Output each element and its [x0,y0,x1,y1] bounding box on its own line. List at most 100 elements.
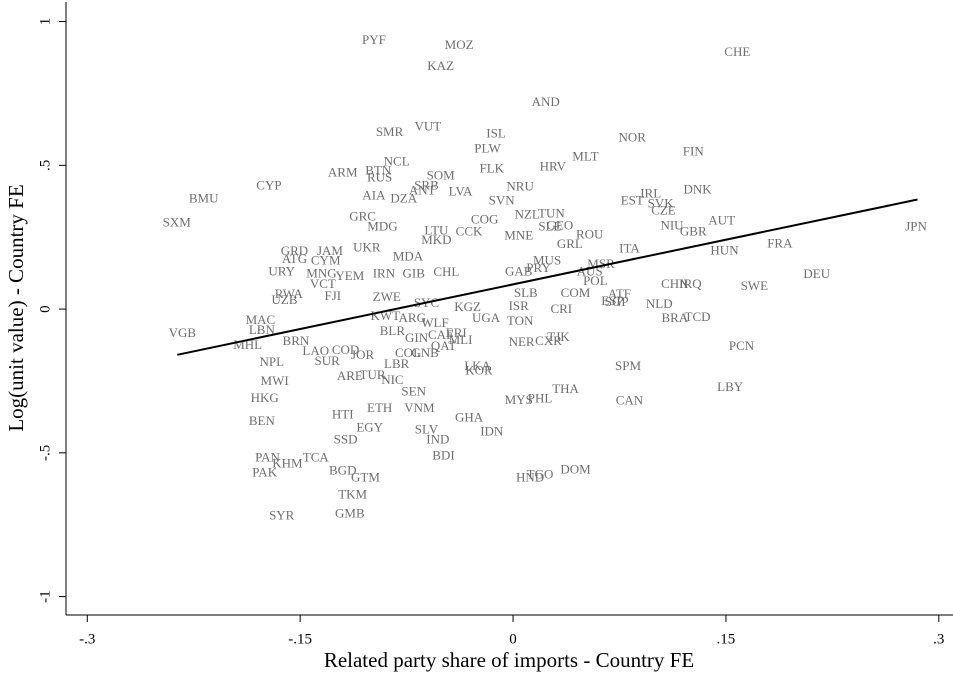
point-label: LVA [449,183,473,198]
point-label: NCL [384,153,410,168]
point-label: URY [268,263,295,278]
point-label: CXR [535,333,562,348]
point-label: NLD [646,296,673,311]
point-label: BEN [249,413,276,428]
point-label: COL [395,345,421,360]
point-label: SYR [269,507,295,522]
point-label: MLI [449,332,473,347]
point-label: THA [552,381,579,396]
point-label: MDA [393,248,424,263]
point-label: CAN [616,393,644,408]
point-label: MAC [246,312,276,327]
point-label: ISL [486,126,506,141]
x-axis-title: Related party share of imports - Country… [324,648,694,672]
point-label: IRN [373,265,396,280]
point-label: CHE [724,44,750,59]
point-label: EGY [356,420,383,435]
point-label: RWA [275,286,304,301]
point-label: KHM [272,456,303,471]
point-label: CHN [661,276,689,291]
point-label: NER [509,334,535,349]
point-label: FJI [324,288,341,303]
point-label: BLR [380,323,406,338]
point-label: COG [471,212,498,227]
point-label: SMR [376,124,404,139]
point-label: ATF [608,286,631,301]
point-label: MDG [367,218,397,233]
point-label: TCD [685,309,711,324]
point-label: PAK [252,465,277,480]
point-label: HUN [710,242,739,257]
point-label: BGD [329,463,356,478]
point-label: PHL [528,391,553,406]
point-label: FLK [479,161,504,176]
point-label: GIB [403,265,426,280]
point-label: LBR [384,356,410,371]
point-label: PCN [729,338,755,353]
point-label: GIN [405,330,429,345]
point-label: ARM [328,165,358,180]
point-label: GBR [680,223,707,238]
point-label: HTI [332,407,354,422]
point-label: IND [426,432,449,447]
point-label: UGA [472,310,501,325]
point-label: SOM [427,168,456,183]
point-label: FIN [683,144,705,159]
point-label: COD [332,342,359,357]
point-label: CCK [456,223,483,238]
point-label: TJK [547,329,570,344]
point-label: UZB [272,292,298,307]
point-label: NPL [260,354,285,369]
point-label: LAO [302,343,329,358]
point-label: GRC [349,208,376,223]
point-label: AIA [362,187,386,202]
point-label: CHL [433,264,459,279]
point-label: ETH [367,400,392,415]
point-label: MYS [505,392,533,407]
point-label: ZWE [373,289,401,304]
point-label: ITA [619,240,640,255]
point-label: TUR [360,367,386,382]
point-label: GHA [455,410,484,425]
point-label: HRV [540,159,567,174]
point-label: AUT [708,212,735,227]
point-label: GTM [351,469,380,484]
point-label: LKA [464,358,491,373]
point-label: LBY [717,379,744,394]
point-label: ESP [601,293,623,308]
point-label: QAT [431,338,456,353]
point-label: SXM [163,214,192,229]
point-label: JPN [905,218,927,233]
point-label: MWI [261,373,289,388]
point-label: UKR [353,239,381,254]
point-label: VUT [415,119,442,134]
point-label: NOR [619,130,647,145]
point-label: PRY [526,260,551,275]
point-label: NIU [660,217,684,232]
y-tick-label: -.5 [37,445,53,461]
point-label: SVK [648,195,675,210]
point-label: DZA [390,191,417,206]
y-tick-label: 1 [37,18,53,26]
point-label: BRN [283,333,310,348]
point-label: SRB [414,178,439,193]
point-label: COM [561,285,591,300]
point-label: SVN [489,193,516,208]
x-tick-label: -.3 [79,631,95,647]
point-label: VNM [404,400,435,415]
x-tick-label: -.15 [288,631,312,647]
point-label: ARG [399,310,426,325]
point-label: SLV [415,422,439,437]
point-label: MNG [306,265,336,280]
x-tick-label: .3 [933,631,944,647]
point-label: VGB [169,325,197,340]
point-label: NZL [515,206,540,221]
point-label: KAZ [427,58,454,73]
point-label: NIC [381,372,403,387]
point-label: TON [507,313,534,328]
point-label: GAB [505,263,533,278]
x-tick-label: 0 [509,631,517,647]
point-label: SEN [401,384,426,399]
point-label: GMB [335,505,365,520]
